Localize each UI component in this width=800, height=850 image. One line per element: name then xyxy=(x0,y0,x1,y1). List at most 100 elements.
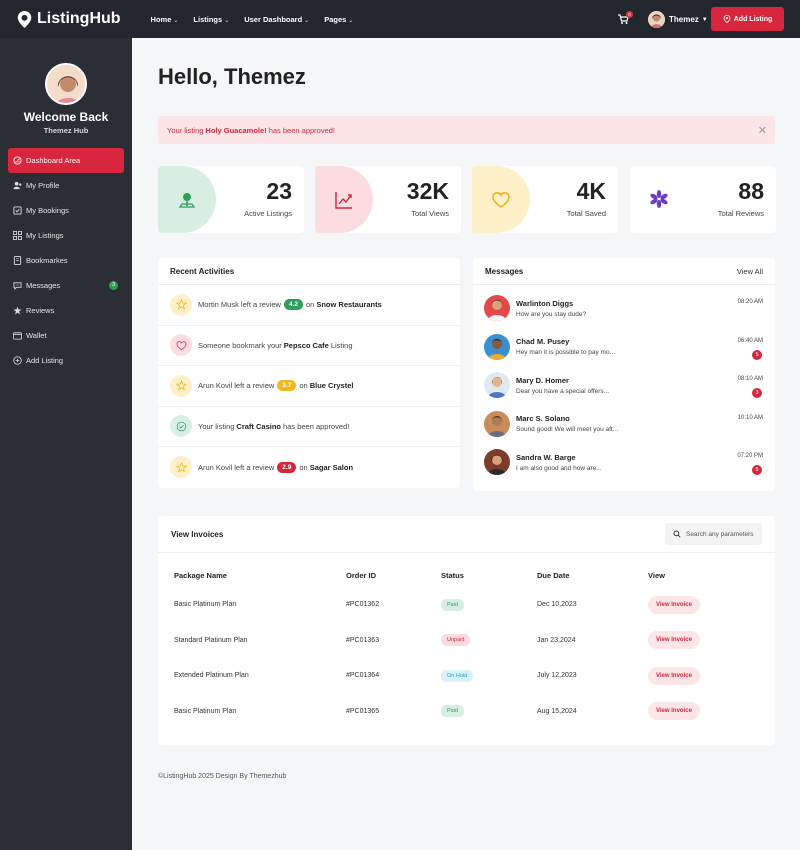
message-item[interactable]: Marc S. Solano Sound good! We will meet y… xyxy=(473,405,775,444)
stat-icon-bg xyxy=(472,166,530,233)
status-badge: On Hold xyxy=(441,669,474,682)
message-time: 07:20 PM xyxy=(737,453,763,459)
activity-target[interactable]: Craft Casino xyxy=(236,421,282,431)
close-icon[interactable]: ✕ xyxy=(757,125,767,137)
view-invoice-button[interactable]: View Invoice xyxy=(648,666,700,685)
order-id: #PC01363 xyxy=(346,636,380,644)
stat-card-active-listings: 23 Active Listings xyxy=(158,166,304,233)
activity-text: on xyxy=(306,300,315,310)
stat-icon-bg xyxy=(158,166,216,233)
chevron-down-icon: ⌄ xyxy=(224,17,230,24)
message-time: 06:40 AM xyxy=(737,337,763,344)
user-name: Themez xyxy=(669,15,699,24)
activity-target[interactable]: Snow Restaurants xyxy=(316,300,382,310)
wallet-icon xyxy=(13,332,22,340)
alert-text: has been approved! xyxy=(268,125,336,135)
stat-value: 32K xyxy=(406,178,449,204)
sidebar-item-add-listing[interactable]: Add Listing xyxy=(8,348,124,373)
view-invoice-button[interactable]: View Invoice xyxy=(648,595,700,614)
sidebar-item-label: My Bookings xyxy=(26,206,69,215)
menu-item-pages[interactable]: Pages ⌄ xyxy=(324,15,353,24)
activity-text: Arun Kovil left a review xyxy=(198,381,275,391)
profile-avatar xyxy=(45,63,87,105)
add-listing-label: Add Listing xyxy=(733,15,773,23)
menu-item-user-dashboard[interactable]: User Dashboard ⌄ xyxy=(244,15,309,24)
star-burst-icon xyxy=(650,190,668,208)
message-item[interactable]: Sandra W. Barge I am also good and how ar… xyxy=(473,443,775,482)
message-item[interactable]: Chad M. Pusey Hey man it is possible to p… xyxy=(473,328,775,367)
stat-label: Total Saved xyxy=(566,209,606,218)
table-row: Extended Platinum Plan #PC01364 On Hold … xyxy=(174,658,728,694)
order-id: #PC01364 xyxy=(346,672,380,680)
message-sender: Warlinton Diggs xyxy=(516,298,574,308)
card-title: Messages View All xyxy=(473,258,775,285)
profile-name: Themez Hub xyxy=(43,126,89,135)
unread-badge: 5 xyxy=(752,465,762,475)
chevron-down-icon: ⌄ xyxy=(173,17,179,24)
sidebar-item-label: Add Listing xyxy=(26,356,64,365)
heart-icon xyxy=(176,340,186,350)
sidebar-item-my-profile[interactable]: My Profile xyxy=(8,173,124,198)
activity-target[interactable]: Pepsco Cafe xyxy=(283,340,329,350)
sidebar-item-messages[interactable]: Messages 3 xyxy=(8,273,124,298)
sidebar-item-bookmarkes[interactable]: Bookmarkes xyxy=(8,248,124,273)
view-invoice-button[interactable]: View Invoice xyxy=(648,631,700,650)
activity-icon-bg xyxy=(170,415,192,438)
message-item[interactable]: Warlinton Diggs How are you stay dude? 08… xyxy=(473,289,775,328)
location-pin-icon xyxy=(723,15,731,23)
user-menu[interactable]: Themez ▼ xyxy=(648,11,708,28)
menu-item-home[interactable]: Home ⌄ xyxy=(151,15,179,24)
column-header: Order ID xyxy=(346,570,377,580)
message-preview: Sound good! We will meet you aft... xyxy=(516,426,619,434)
order-id: #PC01362 xyxy=(346,601,380,609)
card-title-text: Recent Activities xyxy=(170,266,235,276)
activity-item: Your listing Craft Casino has been appro… xyxy=(158,407,460,447)
welcome-title: Welcome Back xyxy=(23,110,109,124)
column-header: Due Date xyxy=(537,570,570,580)
listings-icon xyxy=(13,231,22,240)
message-sender: Sandra W. Barge xyxy=(516,452,576,462)
due-date: Aug 15,2024 xyxy=(537,707,577,715)
message-sender: Mary D. Homer xyxy=(516,375,569,385)
invoice-search[interactable] xyxy=(665,523,762,545)
stat-label: Total Reviews xyxy=(717,209,764,218)
package-name: Standard Platinum Plan xyxy=(174,636,248,644)
menu-label: Home xyxy=(150,14,172,24)
package-name: Extended Platinum Plan xyxy=(174,672,249,680)
table-row: Basic Platinum Plan #PC01365 Paid Aug 15… xyxy=(174,694,728,730)
activity-text: on xyxy=(299,381,308,391)
activity-target[interactable]: Sagar Salon xyxy=(309,462,354,472)
sidebar-item-label: Bookmarkes xyxy=(26,256,68,265)
message-time: 08:10 AM xyxy=(737,376,763,382)
search-input[interactable] xyxy=(686,530,756,538)
stat-label: Total Views xyxy=(411,209,449,218)
due-date: Dec 10,2023 xyxy=(537,601,577,609)
menu-label: User Dashboard xyxy=(244,14,303,24)
sidebar-item-my-listings[interactable]: My Listings xyxy=(8,223,124,248)
bookings-icon xyxy=(13,206,22,215)
sidebar-item-dashboard[interactable]: Dashboard Area xyxy=(8,148,124,173)
activity-target[interactable]: Blue Crystel xyxy=(309,381,354,391)
rating-pill: 2.9 xyxy=(277,461,297,473)
user-icon xyxy=(13,181,22,190)
view-invoice-button[interactable]: View Invoice xyxy=(648,702,700,721)
alert-highlight: Holy Guacamole! xyxy=(205,125,267,135)
activity-item: Mortin Musk left a review 4.2 on Snow Re… xyxy=(158,285,460,326)
sidebar-item-wallet[interactable]: Wallet xyxy=(8,323,124,348)
card-title: Recent Activities xyxy=(158,258,460,285)
menu-label: Pages xyxy=(324,14,347,24)
avatar xyxy=(648,11,665,28)
main-menu: Home ⌄ Listings ⌄ User Dashboard ⌄ Pages ⌄ xyxy=(151,15,369,24)
message-sender: Chad M. Pusey xyxy=(516,337,570,347)
activity-icon-bg xyxy=(170,456,192,479)
alert-text: Your listing xyxy=(167,125,204,135)
chevron-down-icon: ⌄ xyxy=(348,17,354,24)
view-all-link[interactable]: View All xyxy=(736,266,763,276)
sidebar-item-my-bookings[interactable]: My Bookings xyxy=(8,198,124,223)
sidebar-item-reviews[interactable]: Reviews xyxy=(8,298,124,323)
add-listing-button[interactable]: Add Listing xyxy=(711,7,784,31)
brand-logo[interactable]: ListingHub xyxy=(16,10,121,29)
messages-count-badge: 3 xyxy=(109,281,118,290)
message-item[interactable]: Mary D. Homer Dear you have a special off… xyxy=(473,366,775,405)
menu-item-listings[interactable]: Listings ⌄ xyxy=(193,15,229,24)
